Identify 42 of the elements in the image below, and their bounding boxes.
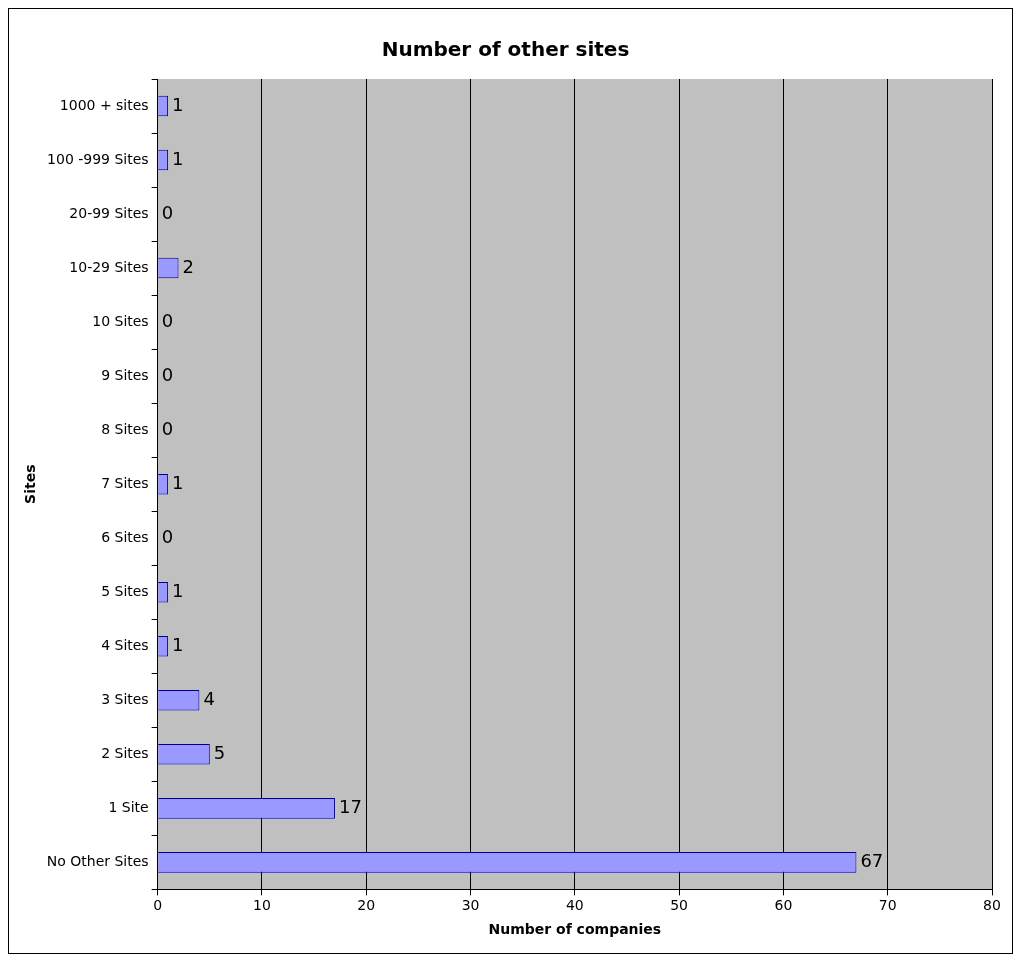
x-tick-label: 0	[153, 897, 163, 914]
data-label: 1	[172, 471, 184, 493]
chart-title: Number of other sites	[381, 37, 630, 62]
data-label: 1	[172, 633, 184, 655]
data-label: 67	[860, 850, 884, 872]
y-tick-label: 20-99 Sites	[69, 204, 149, 221]
y-tick-label: No Other Sites	[46, 853, 149, 870]
data-label: 17	[338, 796, 362, 818]
y-tick-label: 1000 + sites	[59, 96, 149, 113]
data-label: 1	[172, 147, 184, 169]
x-tick-label: 60	[774, 897, 793, 914]
y-tick-label: 10 Sites	[92, 312, 149, 329]
data-label: 0	[161, 309, 174, 331]
x-tick-label: 80	[983, 897, 1001, 914]
y-tick-label: 5 Sites	[101, 582, 149, 599]
x-axis-title: Number of companies	[488, 921, 662, 938]
x-tick-label: 50	[670, 897, 689, 914]
x-tick-label: 10	[253, 897, 271, 914]
data-label: 1	[172, 93, 184, 115]
x-tick-label: 30	[461, 897, 480, 914]
data-label: 0	[161, 525, 174, 547]
data-label: 0	[161, 417, 174, 439]
y-tick-label: 7 Sites	[101, 474, 149, 491]
data-label: 2	[182, 255, 194, 277]
x-tick-label: 70	[878, 897, 897, 914]
y-tick-label: 1 Site	[108, 799, 149, 815]
data-label: 4	[203, 687, 215, 709]
y-tick-label: 2 Sites	[101, 744, 149, 761]
x-tick-label: 40	[565, 897, 584, 914]
y-tick-label: 3 Sites	[101, 690, 149, 707]
data-label: 0	[161, 201, 174, 223]
y-axis-title: Sites	[22, 464, 39, 504]
y-tick-label: 10-29 Sites	[69, 258, 149, 275]
y-tick-label: 4 Sites	[101, 636, 149, 653]
y-tick-label: 6 Sites	[101, 528, 149, 545]
y-tick-label: 100 -999 Sites	[47, 150, 149, 167]
y-tick-label: 8 Sites	[101, 420, 149, 437]
y-tick-label: 9 Sites	[101, 366, 149, 383]
x-tick-label: 20	[357, 897, 376, 914]
data-label: 1	[172, 579, 184, 601]
data-label: 5	[213, 742, 226, 764]
data-label: 0	[161, 363, 174, 385]
